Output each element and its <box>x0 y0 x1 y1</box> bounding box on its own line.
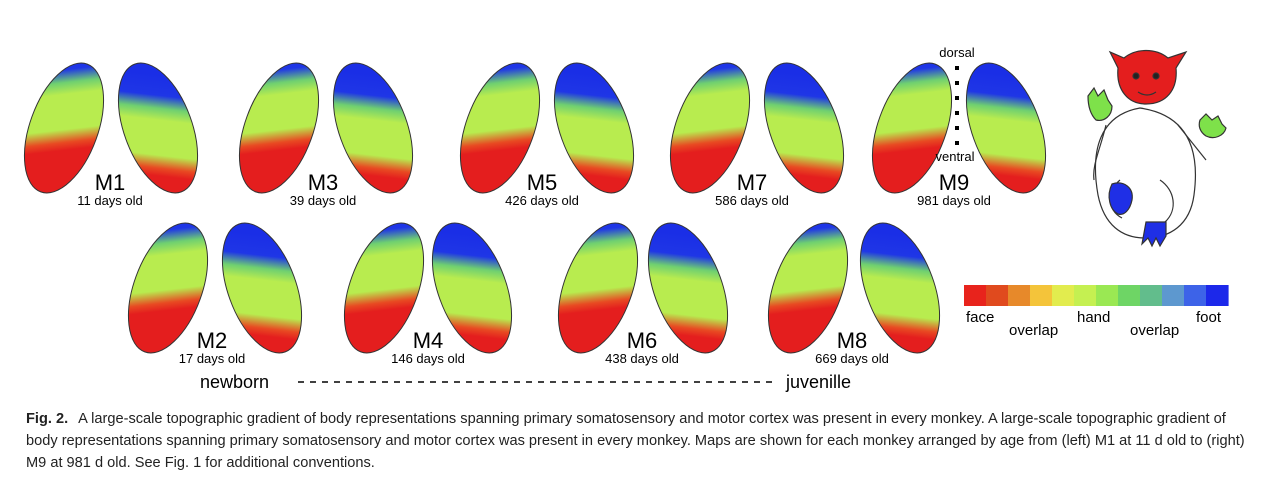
legend-swatch <box>1030 285 1053 306</box>
monkey-age-label: 17 days old <box>179 351 246 366</box>
monkey-age-label: 11 days old <box>77 193 143 208</box>
legend-swatch <box>1008 285 1031 306</box>
monkey-id-label: M7 <box>737 170 768 195</box>
legend-swatch <box>1074 285 1097 306</box>
monkey-age-label: 669 days old <box>815 351 889 366</box>
legend-label-hand: hand <box>1077 309 1110 326</box>
brain-pair-m6: M6 438 days old <box>557 222 729 366</box>
legend-swatch <box>1052 285 1075 306</box>
timeline-end-label: juvenille <box>785 372 851 392</box>
legend-swatch <box>1206 285 1229 306</box>
legend-swatch <box>1096 285 1119 306</box>
monkey-id-label: M9 <box>939 170 970 195</box>
monkey-age-label: 426 days old <box>505 193 579 208</box>
monkey-id-label: M6 <box>627 328 658 353</box>
monkey-age-label: 39 days old <box>290 193 357 208</box>
monkey-id-label: M4 <box>413 328 444 353</box>
monkey-body-map-icon <box>1087 49 1227 248</box>
monkey-age-label: 586 days old <box>715 193 789 208</box>
monkey-age-label: 438 days old <box>605 351 679 366</box>
axis-dorsal-label: dorsal <box>939 45 975 60</box>
timeline-start-label: newborn <box>200 372 269 392</box>
legend-swatch <box>1140 285 1163 306</box>
figure-caption: Fig. 2. A large-scale topographic gradien… <box>26 408 1251 474</box>
legend-swatch <box>986 285 1009 306</box>
legend-swatch <box>964 285 987 306</box>
axis-ventral-label: ventral <box>935 149 974 164</box>
legend-label-face: face <box>966 309 994 326</box>
figure-panel: M1 11 days old M3 39 days old M5 426 day… <box>23 45 1229 392</box>
brain-pair-m1: M1 11 days old <box>23 62 199 208</box>
caption-label: Fig. 2. <box>26 411 69 427</box>
color-legend-bar <box>964 285 1229 306</box>
monkey-id-label: M5 <box>527 170 558 195</box>
monkey-id-label: M2 <box>197 328 228 353</box>
legend-label-overlap: overlap <box>1009 322 1058 339</box>
monkey-id-label: M8 <box>837 328 868 353</box>
legend-label-overlap: overlap <box>1130 322 1179 339</box>
brain-pair-m3: M3 39 days old <box>238 62 414 208</box>
monkey-age-label: 146 days old <box>391 351 465 366</box>
brain-pair-m8: M8 669 days old <box>767 222 941 366</box>
caption-text: A large-scale topographic gradient of bo… <box>26 411 1245 471</box>
brain-pair-m5: M5 426 days old <box>459 62 635 208</box>
legend-swatch <box>1162 285 1185 306</box>
legend-swatch <box>1184 285 1207 306</box>
brain-pair-m9: M9 981 days old <box>871 62 1047 208</box>
legend-swatch <box>1118 285 1141 306</box>
monkey-age-label: 981 days old <box>917 193 991 208</box>
brain-pair-m2: M2 17 days old <box>127 222 303 366</box>
legend-label-foot: foot <box>1196 309 1222 326</box>
brain-pair-m7: M7 586 days old <box>669 62 845 208</box>
brain-pair-m4: M4 146 days old <box>343 222 513 366</box>
monkey-id-label: M1 <box>95 170 126 195</box>
monkey-id-label: M3 <box>308 170 339 195</box>
